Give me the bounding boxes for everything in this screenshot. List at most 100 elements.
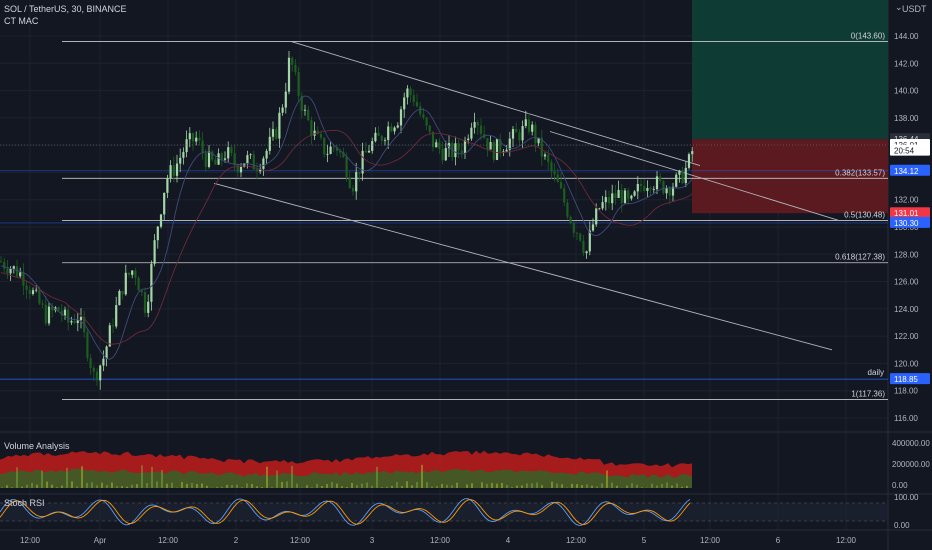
candle-body — [124, 272, 127, 295]
candle-body — [438, 142, 441, 149]
candle-body — [25, 285, 28, 290]
candle-body — [521, 126, 524, 141]
candle-body — [639, 183, 643, 186]
x-tick-label: 3 — [370, 536, 375, 545]
candle-body — [95, 371, 99, 381]
candle-body — [79, 316, 83, 321]
price-label: 20:54 — [894, 147, 915, 156]
candle-body — [243, 163, 246, 167]
candle-body — [623, 190, 627, 204]
candle-body — [550, 162, 553, 172]
x-tick-label: Apr — [94, 536, 107, 545]
candle-body — [159, 214, 163, 227]
candle-body — [489, 142, 492, 150]
candle-body — [287, 57, 291, 92]
y-tick-label: 120.00 — [894, 359, 919, 368]
candle-body — [643, 185, 646, 191]
candle-body — [415, 101, 419, 107]
symbol-title[interactable]: SOL / TetherUS, 30, BINANCE — [4, 4, 127, 14]
candle-body — [207, 151, 211, 167]
volume-pane-title[interactable]: Volume Analysis — [4, 441, 70, 451]
candle-body — [137, 277, 140, 291]
candle-body — [339, 150, 342, 153]
currency-label[interactable]: USDT — [902, 4, 927, 14]
indicator-title[interactable]: CT MAC — [4, 16, 39, 26]
candle-body — [143, 292, 147, 313]
candle-body — [518, 132, 521, 141]
currency-menu-icon[interactable]: ⌄ — [895, 2, 903, 12]
candle-body — [223, 158, 227, 160]
candle-body — [569, 216, 572, 224]
candle-body — [297, 72, 300, 96]
candle-body — [86, 332, 89, 359]
candle-body — [659, 176, 662, 182]
candle-body — [111, 325, 115, 327]
candle-body — [255, 169, 259, 172]
candle-body — [38, 289, 41, 304]
candle-body — [537, 137, 540, 144]
candle-body — [310, 120, 313, 136]
candle-body — [460, 150, 463, 153]
candle-body — [534, 124, 537, 144]
stoch-pane-title[interactable]: Stoch RSI — [4, 498, 45, 508]
candle-body — [403, 97, 406, 110]
candle-body — [668, 188, 671, 196]
candle-body — [556, 174, 559, 183]
x-tick-label: 12:00 — [700, 536, 721, 545]
price-label: 131.01 — [894, 209, 919, 218]
x-tick-label: 12:00 — [290, 536, 311, 545]
candle-body — [431, 131, 435, 148]
candle-body — [447, 143, 451, 149]
candle-body — [105, 346, 108, 359]
candle-body — [649, 188, 652, 190]
candle-body — [495, 139, 499, 160]
candle-body — [511, 129, 515, 139]
x-tick-label: 6 — [776, 536, 781, 545]
volume-axis-label: 200000.00 — [892, 460, 930, 469]
stoch-k-line — [0, 498, 691, 526]
candle-body — [284, 91, 287, 108]
candle-body — [681, 170, 684, 184]
candle-body — [239, 166, 243, 173]
candle-body — [559, 182, 563, 189]
candle-body — [393, 127, 396, 132]
candle-body — [419, 106, 422, 115]
candle-body — [9, 268, 12, 274]
candle-body — [636, 183, 639, 192]
candle-body — [131, 270, 134, 275]
candle-body — [175, 163, 179, 176]
candle-body — [387, 126, 390, 140]
candle-body — [185, 139, 188, 153]
candle-body — [345, 157, 348, 178]
price-label-bg — [890, 144, 930, 156]
candle-body — [492, 142, 495, 160]
candle-body — [374, 132, 377, 142]
candle-body — [265, 150, 268, 159]
candle-body — [300, 95, 303, 111]
candle-body — [172, 165, 175, 176]
candle-body — [598, 208, 601, 210]
candle-body — [543, 154, 547, 157]
candle-body — [396, 125, 399, 128]
candle-body — [41, 303, 44, 305]
candle-body — [278, 112, 281, 139]
candle-body — [473, 122, 476, 128]
candle-body — [15, 266, 19, 277]
candle-body — [678, 170, 681, 175]
candle-body — [179, 157, 182, 164]
candle-body — [527, 119, 531, 132]
candle-body — [127, 272, 131, 275]
candle-body — [444, 148, 447, 161]
candle-body — [425, 117, 428, 126]
x-tick-label: 12:00 — [158, 536, 179, 545]
candle-body — [380, 135, 383, 141]
candle-body — [684, 167, 687, 184]
candle-body — [35, 289, 38, 291]
candle-body — [367, 150, 371, 153]
candle-body — [217, 153, 220, 165]
candle-body — [236, 165, 239, 173]
candle-body — [611, 193, 614, 204]
candle-body — [182, 152, 185, 158]
